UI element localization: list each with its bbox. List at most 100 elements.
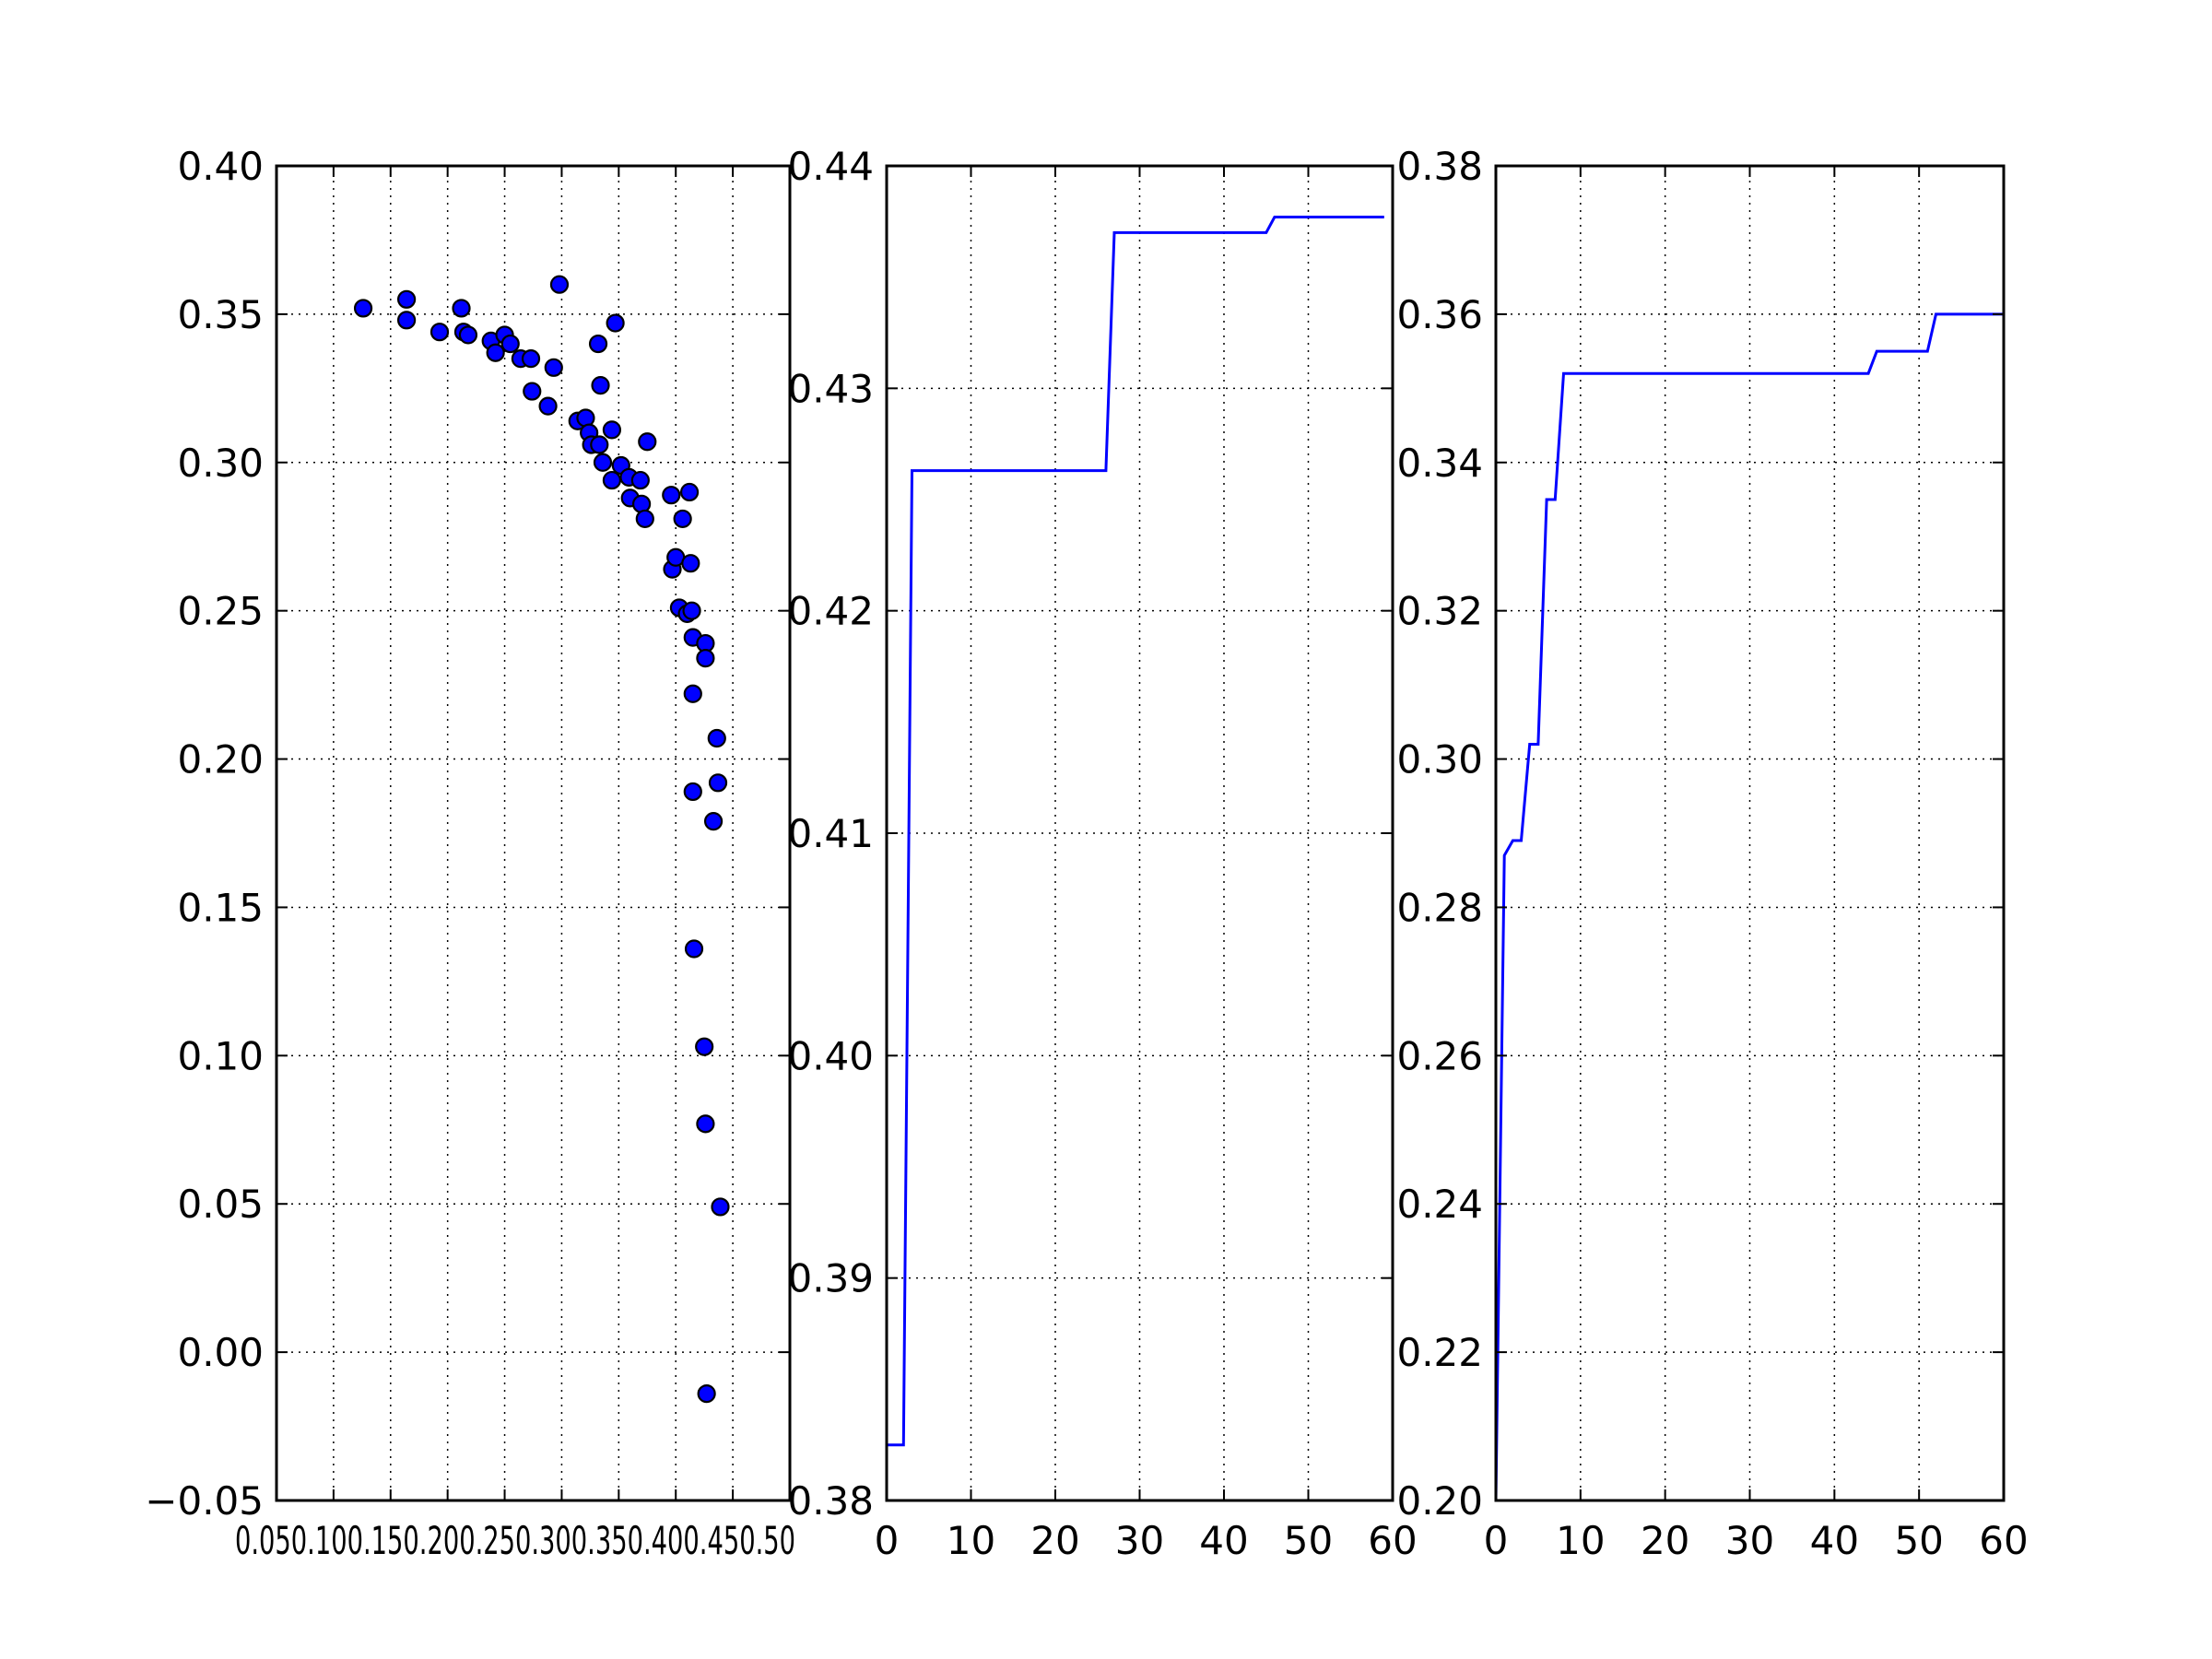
right-y-tick-label: 0.38 <box>1396 144 1483 189</box>
scatter-point <box>681 554 700 573</box>
scatter-y-tick-label: 0.30 <box>177 441 264 486</box>
middle-y-tick-labels: 0.44 0.43 0.42 0.41 0.40 0.39 0.38 <box>787 144 874 1524</box>
line-panel-right: 0.38 0.36 0.34 0.32 0.30 0.28 0.26 0.24 0.22 0.20… <box>1396 144 2028 1563</box>
middle-x-tick-label: 60 <box>1368 1518 1417 1563</box>
scatter-y-tick-labels: 0.40 0.35 0.30 0.25 0.20 0.15 0.10 0.05 0.00 −0.0… <box>145 144 264 1524</box>
scatter-point <box>602 470 622 490</box>
right-y-tick-label: 0.20 <box>1396 1478 1483 1524</box>
right-x-tick-label: 50 <box>1894 1518 1943 1563</box>
scatter-y-tick-label: 0.05 <box>177 1182 264 1227</box>
scatter-point <box>397 311 417 330</box>
scatter-y-tick-label: 0.15 <box>177 885 264 930</box>
scatter-y-tick-label: 0.20 <box>177 737 264 782</box>
right-y-tick-label: 0.30 <box>1396 737 1483 782</box>
middle-line-series <box>887 216 1384 1447</box>
scatter-point <box>591 376 610 395</box>
right-x-tick-label: 0 <box>1484 1518 1509 1563</box>
middle-x-tick-label: 40 <box>1199 1518 1248 1563</box>
scatter-point <box>500 334 520 354</box>
scatter-ticks <box>276 165 791 1501</box>
right-y-tick-label: 0.28 <box>1396 885 1483 930</box>
scatter-point <box>523 382 542 401</box>
scatter-point <box>458 325 478 345</box>
middle-y-tick-label: 0.44 <box>787 144 874 189</box>
right-y-tick-label: 0.32 <box>1396 589 1483 634</box>
middle-x-tick-label: 50 <box>1284 1518 1333 1563</box>
right-line-series <box>1494 312 2004 1501</box>
right-x-tick-labels: 0 10 20 30 40 50 60 <box>1484 1518 2029 1563</box>
middle-x-tick-labels: 0 10 20 30 40 50 60 <box>875 1518 1418 1563</box>
right-y-tick-labels: 0.38 0.36 0.34 0.32 0.30 0.28 0.26 0.24 0.22 0.20 <box>1396 144 1483 1524</box>
right-x-tick-label: 20 <box>1641 1518 1689 1563</box>
middle-x-tick-label: 30 <box>1115 1518 1164 1563</box>
right-y-tick-label: 0.26 <box>1396 1033 1483 1078</box>
scatter-y-tick-label: 0.40 <box>177 144 264 189</box>
scatter-point <box>711 1197 730 1217</box>
scatter-y-tick-label: 0.10 <box>177 1033 264 1078</box>
right-y-tick-label: 0.34 <box>1396 441 1483 486</box>
right-x-tick-label: 10 <box>1556 1518 1605 1563</box>
scatter-x-tick-labels: 0.050.100.150.200.250.300.350.400.450.50 <box>235 1518 795 1563</box>
scatter-point <box>590 435 609 454</box>
right-axes-frame <box>1494 164 2006 1502</box>
right-x-tick-label: 30 <box>1725 1518 1774 1563</box>
right-series-line <box>1494 312 2004 1501</box>
scatter-point <box>549 275 570 294</box>
middle-x-tick-label: 20 <box>1030 1518 1079 1563</box>
scatter-point <box>429 323 450 342</box>
scatter-point <box>708 773 728 793</box>
scatter-point <box>684 939 704 959</box>
scatter-point <box>588 334 608 354</box>
scatter-point <box>703 812 724 831</box>
scatter-point <box>638 432 657 452</box>
scatter-point <box>353 299 373 318</box>
scatter-point <box>697 1384 716 1404</box>
middle-y-tick-label: 0.43 <box>787 366 874 411</box>
scatter-point <box>630 470 650 490</box>
middle-y-tick-label: 0.41 <box>787 811 874 856</box>
scatter-point <box>397 289 417 309</box>
scatter-points <box>353 275 730 1404</box>
middle-x-tick-label: 10 <box>947 1518 995 1563</box>
line-panel-middle: 0.44 0.43 0.42 0.41 0.40 0.39 0.38 0 10 20 30 40 50… <box>787 144 1417 1563</box>
scatter-point <box>538 396 558 416</box>
scatter-point <box>544 358 563 377</box>
right-y-tick-label: 0.22 <box>1396 1330 1483 1375</box>
right-grid <box>1496 166 2004 1500</box>
scatter-point <box>593 453 613 472</box>
scatter-point <box>673 509 692 529</box>
right-x-tick-label: 40 <box>1810 1518 1859 1563</box>
scatter-point <box>631 494 652 513</box>
scatter-y-tick-label: −0.05 <box>145 1478 264 1524</box>
middle-y-tick-label: 0.39 <box>787 1256 874 1301</box>
scatter-point <box>602 420 622 440</box>
middle-axes-frame <box>885 164 1394 1502</box>
scatter-y-tick-label: 0.35 <box>177 292 264 337</box>
scatter-point <box>683 684 702 703</box>
scatter-point <box>452 299 471 318</box>
right-y-tick-label: 0.24 <box>1396 1182 1483 1227</box>
scatter-point <box>662 486 681 505</box>
scatter-point <box>635 509 654 529</box>
scatter-y-tick-label: 0.00 <box>177 1330 264 1375</box>
scatter-point <box>707 728 726 748</box>
scatter-point <box>679 482 700 502</box>
middle-x-tick-label: 0 <box>875 1518 900 1563</box>
scatter-axes-frame <box>275 164 792 1502</box>
middle-y-tick-label: 0.38 <box>787 1478 874 1524</box>
scatter-point <box>606 313 625 333</box>
middle-y-tick-label: 0.40 <box>787 1033 874 1078</box>
scatter-point <box>486 343 505 362</box>
scatter-grid <box>276 166 790 1500</box>
scatter-point <box>695 1037 714 1056</box>
middle-y-tick-label: 0.42 <box>787 589 874 634</box>
middle-series-line <box>887 216 1384 1447</box>
scatter-point <box>682 601 701 620</box>
right-y-tick-label: 0.36 <box>1396 292 1483 337</box>
middle-grid <box>887 166 1393 1500</box>
right-x-tick-label: 60 <box>1979 1518 2028 1563</box>
scatter-point <box>576 408 595 428</box>
scatter-panel: 0.40 0.35 0.30 0.25 0.20 0.15 0.10 0.05 0.00 −0.0… <box>145 144 795 1563</box>
scatter-point <box>521 349 541 369</box>
